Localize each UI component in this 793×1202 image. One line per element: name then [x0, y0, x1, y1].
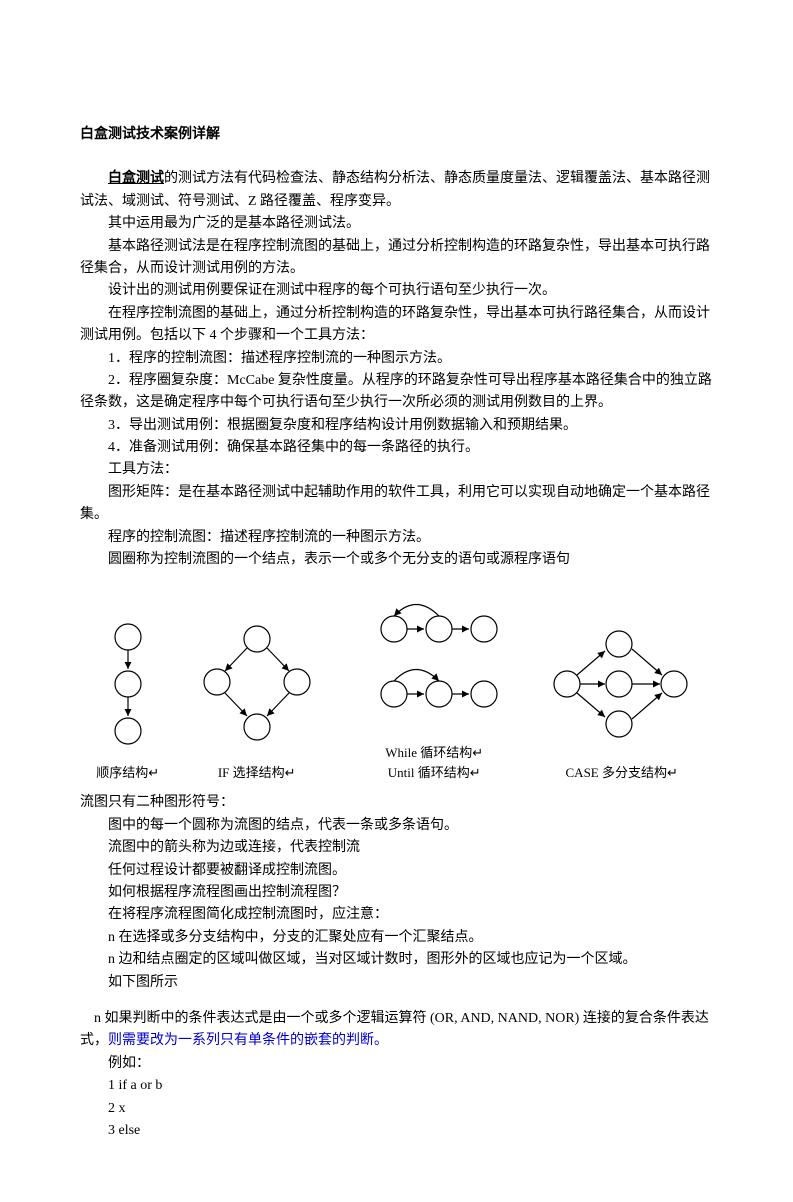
diagram-row: 顺序结构↵ IF 选择结构↵ [80, 599, 713, 782]
paragraph: 流图只有二种图形符号： [80, 792, 713, 814]
paragraph: 工具方法： [80, 459, 713, 481]
case-svg [547, 619, 697, 749]
if-svg [192, 619, 322, 749]
list-item: 4．准备测试用例：确保基本路径集中的每一条路径的执行。 [80, 437, 713, 459]
link-text[interactable]: 则需要改为一系列只有单条件的嵌套的判断。 [108, 1033, 388, 1048]
diagram-label-loops: While 循环结构↵Until 循环结构↵ [385, 743, 483, 782]
diagram-label-case: CASE 多分支结构↵ [566, 763, 678, 783]
paragraph: 图形矩阵：是在基本路径测试中起辅助作用的软件工具，利用它可以实现自动地确定一个基… [80, 482, 713, 527]
code-line: 3 else [80, 1120, 713, 1142]
list-item: 1．程序的控制流图：描述程序控制流的一种图示方法。 [80, 348, 713, 370]
diagram-loops: While 循环结构↵Until 循环结构↵ [354, 599, 514, 782]
diagram-label-seq: 顺序结构↵ [96, 763, 159, 783]
paragraph: n 边和结点圈定的区域叫做区域，当对区域计数时，图形外的区域也应记为一个区域。 [80, 949, 713, 971]
list-item: 2．程序圈复杂度：McCabe 复杂性度量。从程序的环路复杂性可导出程序基本路径… [80, 370, 713, 415]
link-whitebox[interactable]: 白盒测试 [108, 171, 164, 186]
paragraph-intro: 白盒测试的测试方法有代码检查法、静态结构分析法、静态质量度量法、逻辑覆盖法、基本… [80, 168, 713, 213]
diagram-label-if: IF 选择结构↵ [218, 763, 296, 783]
paragraph: 其中运用最为广泛的是基本路径测试法。 [80, 213, 713, 235]
code-line: 2 x [80, 1098, 713, 1120]
document-page: 白盒测试技术案例详解 白盒测试的测试方法有代码检查法、静态结构分析法、静态质量度… [0, 0, 793, 1202]
paragraph: 在将程序流程图简化成控制流图时，应注意： [80, 904, 713, 926]
text: 的测试方法有代码检查法、静态结构分析法、静态质量度量法、逻辑覆盖法、基本路径测试… [80, 171, 710, 208]
loops-svg [354, 599, 514, 729]
page-title: 白盒测试技术案例详解 [80, 124, 713, 146]
diagram-if: IF 选择结构↵ [192, 619, 322, 783]
paragraph: 设计出的测试用例要保证在测试中程序的每个可执行语句至少执行一次。 [80, 280, 713, 302]
paragraph: 在程序控制流图的基础上，通过分析控制构造的环路复杂性，导出基本可执行路径集合，从… [80, 303, 713, 348]
paragraph: 如下图所示 [80, 972, 713, 994]
paragraph: 程序的控制流图：描述程序控制流的一种图示方法。 [80, 527, 713, 549]
paragraph: 任何过程设计都要被翻译成控制流图。 [80, 860, 713, 882]
paragraph: n 在选择或多分支结构中，分支的汇聚处应有一个汇聚结点。 [80, 927, 713, 949]
paragraph: 如何根据程序流程图画出控制流程图？ [80, 882, 713, 904]
list-item: 3．导出测试用例：根据圈复杂度和程序结构设计用例数据输入和预期结果。 [80, 415, 713, 437]
paragraph: 圆圈称为控制流图的一个结点，表示一个或多个无分支的语句或源程序语句 [80, 549, 713, 571]
sequence-svg [98, 619, 158, 749]
paragraph: 图中的每一个圆称为流图的结点，代表一条或多条语句。 [80, 815, 713, 837]
paragraph: n 如果判断中的条件表达式是由一个或多个逻辑运算符 (OR, AND, NAND… [80, 1008, 713, 1053]
paragraph: 基本路径测试法是在程序控制流图的基础上，通过分析控制构造的环路复杂性，导出基本可… [80, 236, 713, 281]
code-line: 1 if a or b [80, 1075, 713, 1097]
paragraph: 流图中的箭头称为边或连接，代表控制流 [80, 837, 713, 859]
paragraph: 例如： [80, 1053, 713, 1075]
diagram-sequence: 顺序结构↵ [96, 619, 159, 783]
diagram-case: CASE 多分支结构↵ [547, 619, 697, 783]
